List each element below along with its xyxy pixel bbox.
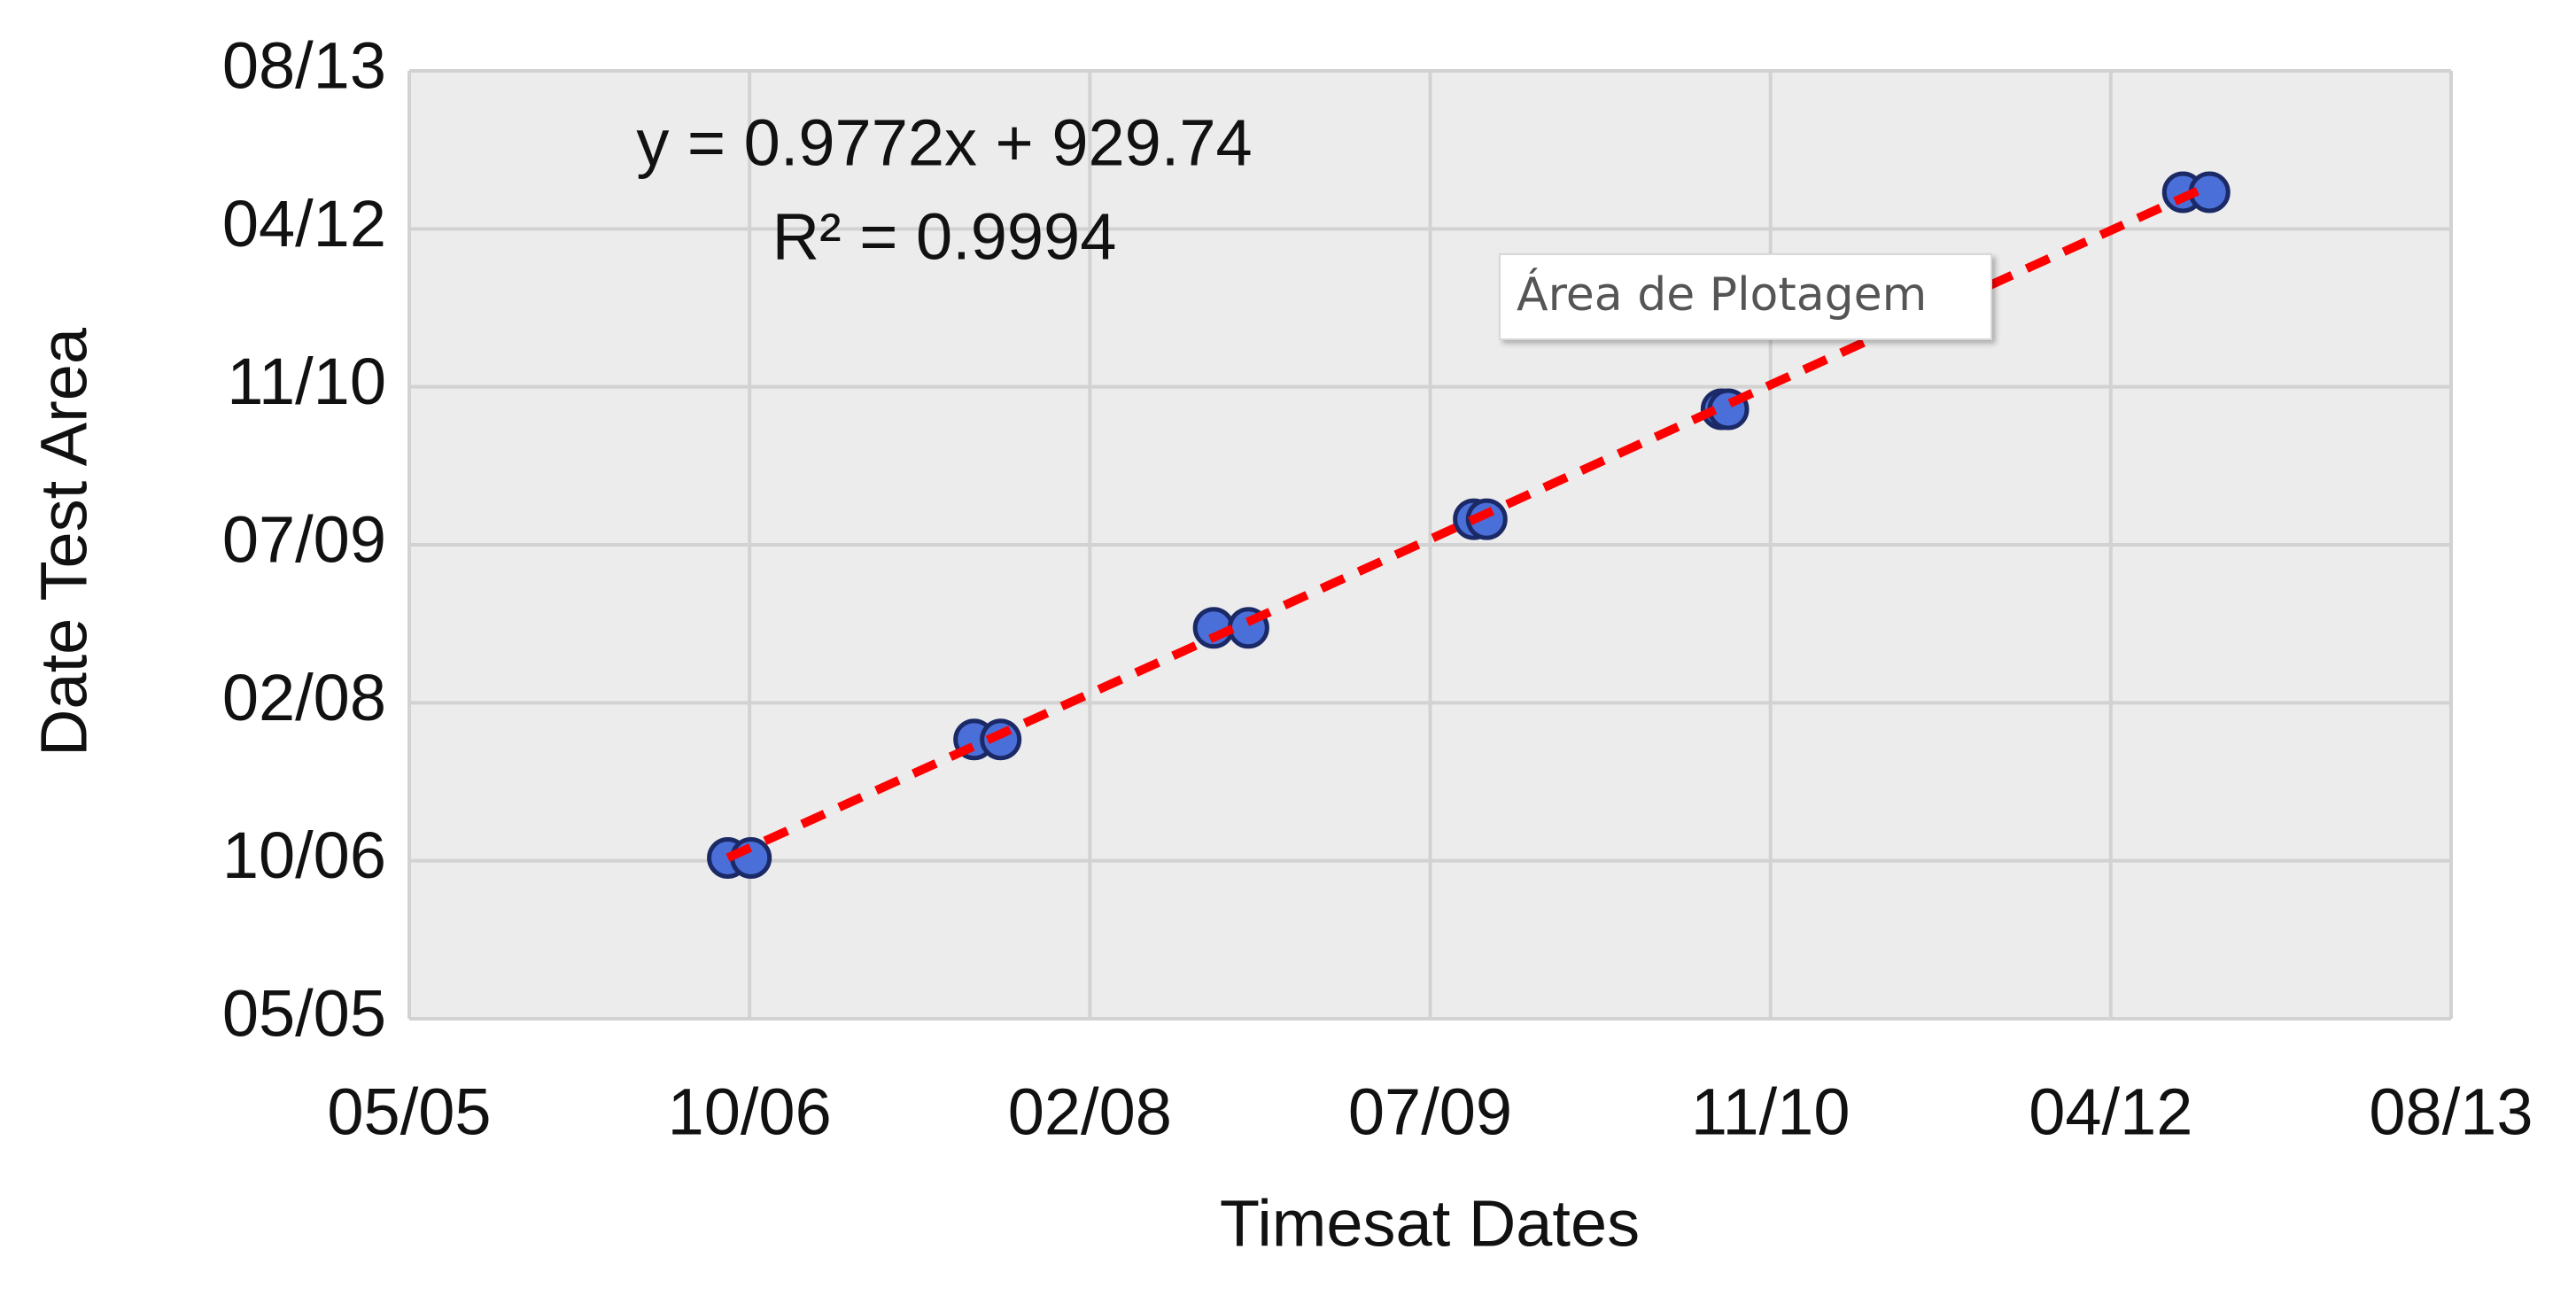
y-tick-label: 07/09 bbox=[222, 503, 386, 577]
trendline-equation: y = 0.9772x + 929.74 bbox=[636, 106, 1252, 180]
x-tick-label: 08/13 bbox=[2369, 1075, 2533, 1149]
tooltip-text: Área de Plotagem bbox=[1517, 268, 1927, 322]
y-axis-title: Date Test Area bbox=[27, 327, 101, 757]
x-axis-title: Timesat Dates bbox=[1220, 1187, 1640, 1261]
x-tick-label: 02/08 bbox=[1008, 1075, 1172, 1149]
y-tick-label: 05/05 bbox=[222, 977, 386, 1051]
y-tick-label: 10/06 bbox=[222, 819, 386, 892]
tooltip: Área de Plotagem bbox=[1499, 253, 1992, 340]
x-tick-label: 11/10 bbox=[1691, 1075, 1851, 1149]
point bbox=[1465, 498, 1508, 540]
y-tick-label: 08/13 bbox=[222, 29, 386, 103]
x-tick-label: 05/05 bbox=[327, 1075, 491, 1149]
tooltip-box bbox=[1499, 253, 1992, 340]
x-tick-label: 10/06 bbox=[668, 1075, 832, 1149]
y-tick-label: 11/10 bbox=[227, 345, 386, 418]
y-tick-label: 04/12 bbox=[222, 187, 386, 260]
y-tick-label: 02/08 bbox=[222, 661, 386, 734]
x-tick-label: 07/09 bbox=[1348, 1075, 1512, 1149]
x-tick-label: 04/12 bbox=[2029, 1075, 2192, 1149]
trendline-r2: R² = 0.9994 bbox=[772, 200, 1117, 274]
